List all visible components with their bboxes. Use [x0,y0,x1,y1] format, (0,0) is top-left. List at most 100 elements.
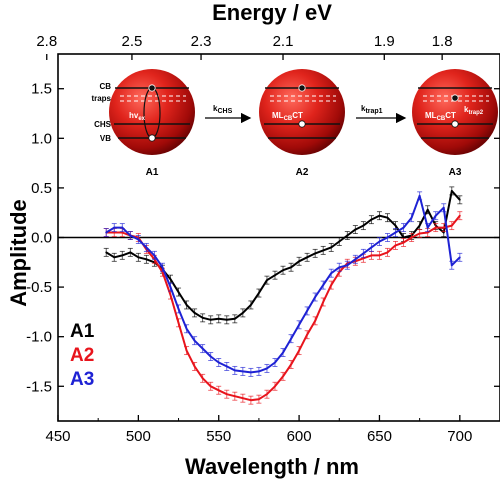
a2-mlct-sub: CB [284,116,293,122]
inset-schematic: hvex CB traps CHS VB A1 kCHS MLCBCT A2 k… [91,69,498,178]
x-tick-label: 700 [447,428,472,445]
data-point [225,318,228,321]
data-point [201,347,204,350]
series-a3 [103,191,463,377]
data-point [450,224,453,227]
data-point [153,254,156,257]
data-point [266,367,268,370]
data-point [233,317,236,320]
data-point [209,385,212,388]
data-point [249,399,252,402]
data-point [402,236,405,239]
a1-electron [148,84,156,92]
data-point [258,398,260,401]
y-tick-label: 0.0 [31,230,52,247]
series-a1 [103,186,463,325]
data-point [386,251,389,254]
data-point [121,231,124,234]
data-point [378,214,381,217]
data-point [362,224,365,227]
data-point [362,257,365,260]
a3-mlct-main: ML [425,111,437,120]
a3-mlct-label: MLCBCT [425,111,456,122]
data-point [209,318,212,321]
inset-label-a3: A3 [449,167,462,178]
level-label-cb: CB [99,82,111,91]
data-point [129,251,132,254]
data-point [450,264,453,267]
data-point [217,317,220,320]
data-point [370,246,373,249]
data-point [121,226,124,229]
data-point [434,214,437,217]
a2-mlct-label: MLCBCT [272,111,303,122]
data-point [241,311,244,314]
level-label-traps: traps [91,94,111,103]
a2-mlct-main: ML [272,111,284,120]
data-point [145,258,148,261]
series-a2 [103,211,463,405]
data-point [322,301,325,303]
data-point [161,271,164,274]
data-point [330,284,333,287]
data-point [306,256,309,259]
level-label-vb: VB [100,134,111,143]
top-tick-label: 1.8 [432,33,453,50]
data-point [338,266,341,269]
data-point [402,226,405,229]
data-point [201,316,204,319]
data-point [266,279,268,282]
data-point [201,377,204,380]
data-point [426,231,429,234]
series-line-a3 [105,194,461,374]
arrow-k-chs-label: kCHS [213,104,233,115]
data-point [410,236,413,239]
data-point [442,226,445,229]
x-tick-label: 500 [126,428,151,445]
data-point [394,231,397,234]
legend-entry-a3: A3 [70,369,94,390]
data-point [338,240,341,243]
legend: A1 A2 A3 [70,321,95,390]
series-layer [103,186,463,405]
data-point [442,206,445,209]
data-point [241,397,244,400]
series-line-a1 [105,189,461,321]
data-point [249,371,252,374]
y-tick-label: 1.0 [31,130,52,147]
arrow1-main: k [213,104,218,113]
a3-mlct-sub: CB [437,116,446,122]
arrow2-main: k [361,104,366,113]
arrow-k-trap1-label: ktrap1 [361,104,383,115]
data-point [418,232,421,235]
data-point [386,216,389,219]
data-point [322,249,325,252]
ticks-layer: 450 500 550 600 650 700 2.8 2.5 2.3 2.1 1.9 1.8 1.5 1… [26,33,500,445]
data-point [193,365,196,368]
a3-mlct-tail: CT [445,111,456,120]
data-point [274,385,276,388]
data-point [105,251,108,254]
sphere-a1: hvex [109,69,195,155]
data-point [362,252,365,255]
data-point [338,271,341,274]
data-point [410,216,413,219]
data-point [129,234,132,237]
data-point [394,224,397,227]
inset-label-a1: A1 [146,167,159,178]
data-point [402,241,405,244]
data-point [241,370,244,373]
sphere-a3: MLCBCT ktrap2 [412,69,498,155]
y-tick-label: -1.5 [26,378,52,395]
data-point [169,286,172,288]
top-tick-label: 2.8 [36,33,57,50]
data-point [225,365,228,368]
data-point [105,231,108,234]
data-point [314,296,317,298]
a3-k-trap2-label: ktrap2 [464,105,484,116]
a3-electron [451,94,459,102]
top-tick-label: 2.3 [191,33,212,50]
arrow1-sub: CHS [217,108,232,115]
a1-excite-label: hvex [129,111,146,122]
